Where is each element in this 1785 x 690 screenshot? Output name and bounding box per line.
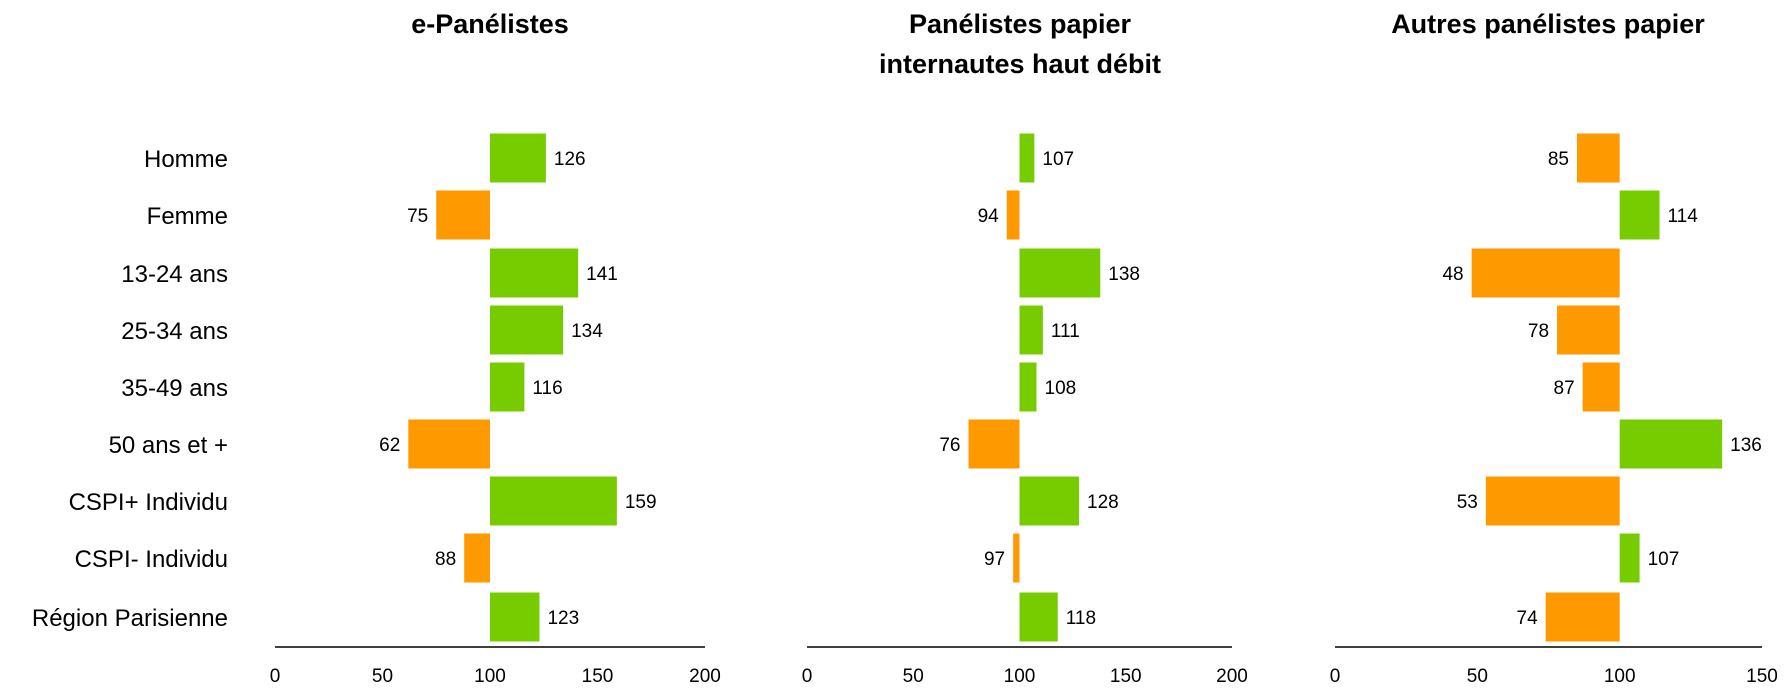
bar (1019, 362, 1037, 412)
bar (1485, 476, 1620, 526)
data-label: 114 (1668, 206, 1699, 227)
bar (968, 419, 1020, 469)
data-label: 76 (939, 435, 960, 456)
bar (1582, 362, 1620, 412)
bar (1006, 190, 1020, 240)
x-tick-label: 50 (903, 666, 924, 687)
data-label: 108 (1045, 378, 1077, 399)
category-label: 35-49 ans (121, 375, 228, 402)
data-label: 78 (1528, 321, 1549, 342)
bar (1019, 476, 1079, 526)
bar (436, 190, 490, 240)
category-label: Région Parisienne (32, 605, 228, 632)
bar (1019, 305, 1043, 355)
bar (1557, 305, 1620, 355)
bar (1013, 533, 1020, 583)
x-tick-label: 150 (1110, 666, 1142, 687)
data-label: 118 (1066, 608, 1096, 629)
data-label: 107 (1042, 149, 1074, 170)
panel-title: Panélistes papier (909, 9, 1132, 39)
category-label: Homme (144, 146, 228, 173)
x-tick-label: 150 (1746, 666, 1778, 687)
bar (1619, 190, 1660, 240)
data-label: 88 (435, 549, 456, 570)
bar (1545, 592, 1620, 642)
data-label: 107 (1648, 549, 1680, 570)
data-label: 126 (554, 149, 586, 170)
bar (1019, 248, 1101, 298)
data-label: 116 (532, 378, 562, 399)
bar (1619, 533, 1640, 583)
category-label: 13-24 ans (121, 261, 228, 288)
data-label: 87 (1554, 378, 1575, 399)
x-tick-label: 100 (1004, 666, 1036, 687)
bar (490, 476, 617, 526)
data-label: 111 (1051, 321, 1080, 342)
x-tick-label: 100 (474, 666, 506, 687)
x-tick-label: 100 (1604, 666, 1636, 687)
panel-title: internautes haut débit (879, 49, 1161, 79)
bar (490, 362, 525, 412)
category-label: CSPI+ Individu (69, 489, 228, 516)
bar (1471, 248, 1620, 298)
data-label: 159 (625, 492, 657, 513)
x-tick-label: 50 (372, 666, 393, 687)
panel-title: Autres panélistes papier (1391, 9, 1705, 39)
x-tick-label: 200 (689, 666, 721, 687)
x-tick-label: 0 (802, 666, 813, 687)
x-tick-label: 0 (1330, 666, 1341, 687)
data-label: 53 (1457, 492, 1478, 513)
category-label: CSPI- Individu (75, 546, 228, 573)
bar (1576, 133, 1620, 183)
data-label: 128 (1087, 492, 1119, 513)
data-label: 123 (547, 608, 579, 629)
x-tick-label: 50 (1467, 666, 1488, 687)
category-label: 50 ans et + (109, 432, 228, 459)
data-label: 141 (586, 264, 618, 285)
bar (408, 419, 490, 469)
bar (490, 305, 564, 355)
x-tick-label: 0 (270, 666, 281, 687)
data-label: 48 (1442, 264, 1463, 285)
data-label: 75 (407, 206, 428, 227)
bar (1619, 419, 1723, 469)
data-label: 136 (1730, 435, 1762, 456)
data-label: 134 (571, 321, 603, 342)
x-tick-label: 150 (582, 666, 614, 687)
bar (1019, 592, 1058, 642)
data-label: 62 (379, 435, 400, 456)
bar (1019, 133, 1035, 183)
bar (490, 592, 540, 642)
data-label: 94 (978, 206, 1000, 227)
data-label: 85 (1548, 149, 1569, 170)
data-label: 97 (984, 549, 1005, 570)
bar (490, 248, 579, 298)
x-tick-label: 200 (1216, 666, 1248, 687)
category-label: Femme (147, 203, 228, 230)
data-label: 138 (1108, 264, 1140, 285)
bar (490, 133, 546, 183)
bar (464, 533, 490, 583)
category-label: 25-34 ans (121, 318, 228, 345)
panel-title: e-Panélistes (411, 9, 569, 39)
data-label: 74 (1517, 608, 1539, 629)
